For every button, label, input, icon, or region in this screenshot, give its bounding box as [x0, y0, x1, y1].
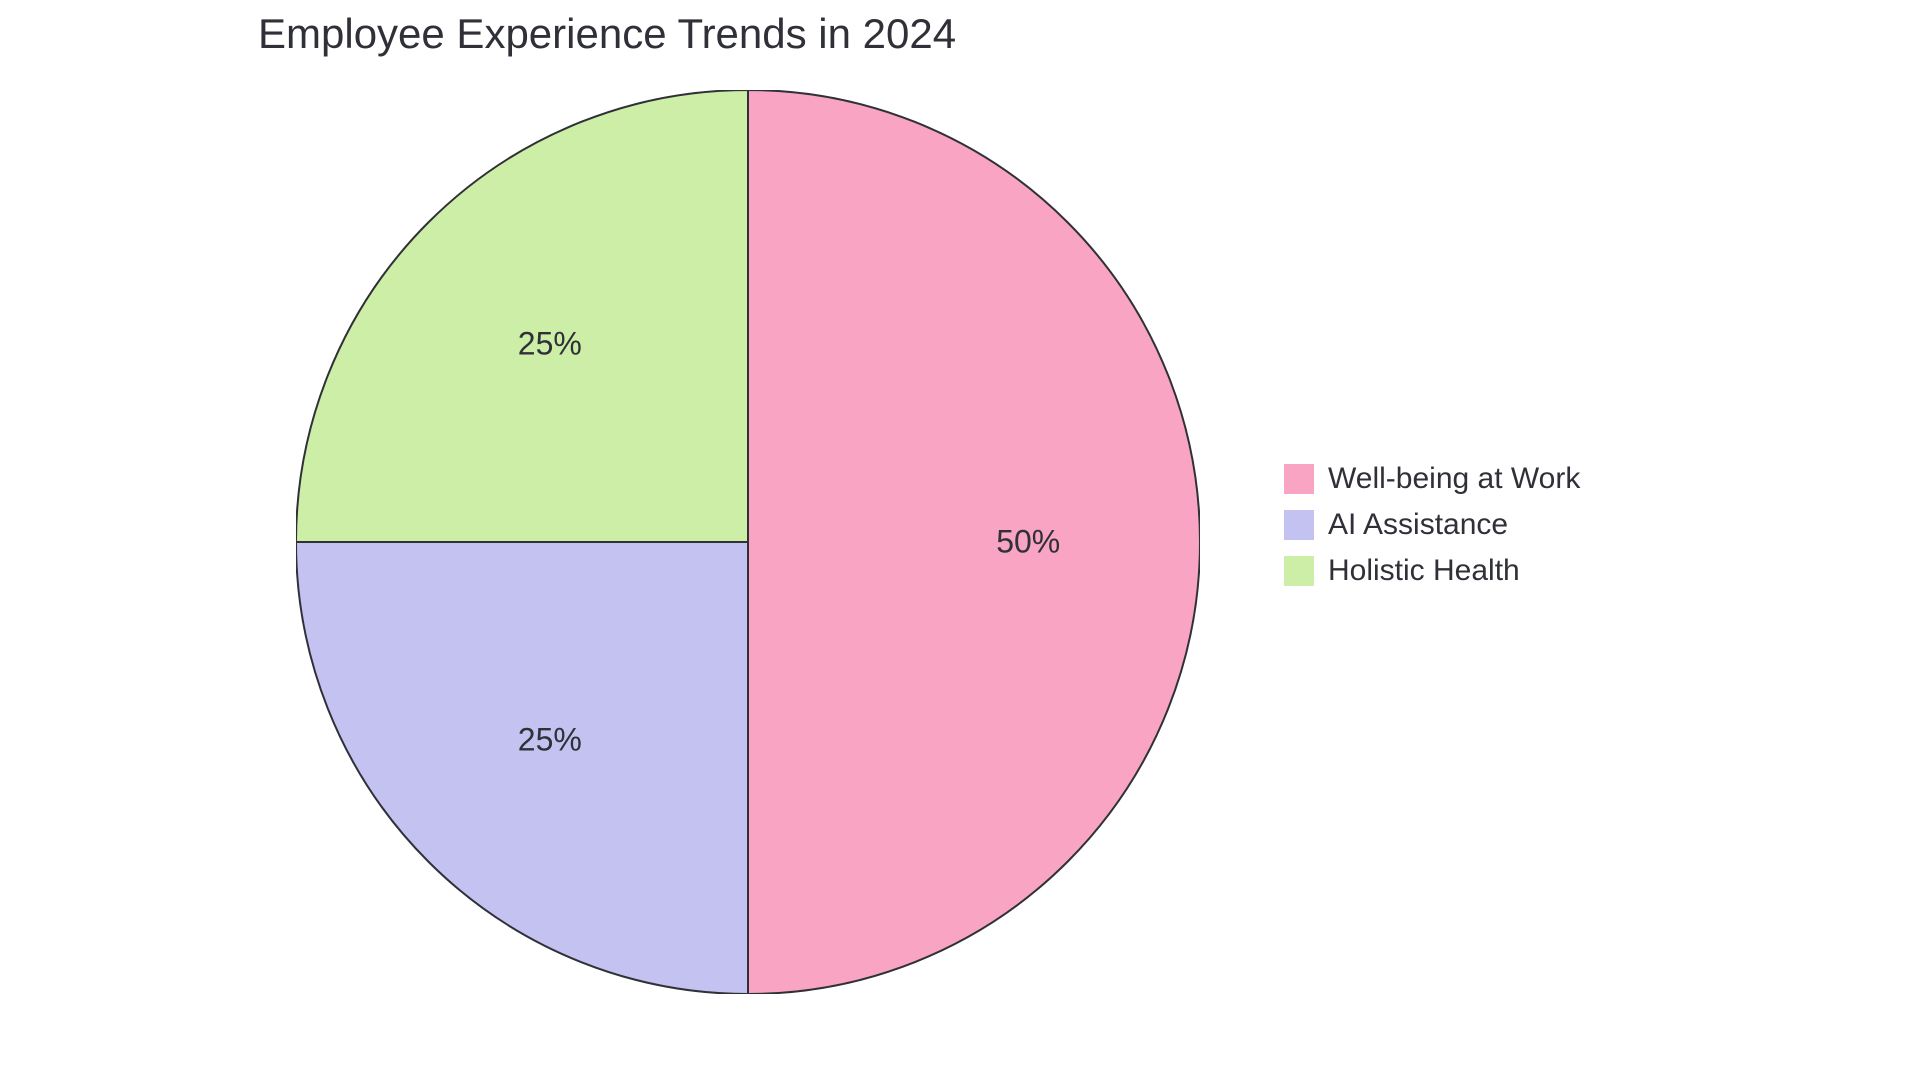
pie-slice	[748, 90, 1200, 994]
legend-item: Well-being at Work	[1284, 462, 1580, 496]
pie-chart: 50% 25% 25%	[296, 90, 1200, 994]
pie-slice-label: 25%	[518, 722, 582, 759]
legend-swatch	[1284, 464, 1314, 494]
legend-label: AI Assistance	[1328, 508, 1508, 542]
pie-slice-label: 50%	[996, 524, 1060, 561]
chart-stage: Employee Experience Trends in 2024 50% 25…	[0, 0, 1920, 1080]
legend-item: Holistic Health	[1284, 554, 1580, 588]
legend-label: Holistic Health	[1328, 554, 1520, 588]
legend-item: AI Assistance	[1284, 508, 1580, 542]
legend: Well-being at Work AI Assistance Holistic …	[1284, 462, 1580, 600]
pie-svg	[296, 90, 1200, 994]
legend-label: Well-being at Work	[1328, 462, 1580, 496]
pie-slice	[296, 542, 748, 994]
legend-swatch	[1284, 510, 1314, 540]
chart-title: Employee Experience Trends in 2024	[258, 10, 956, 58]
legend-swatch	[1284, 556, 1314, 586]
pie-slice	[296, 90, 748, 542]
pie-slice-label: 25%	[518, 325, 582, 362]
